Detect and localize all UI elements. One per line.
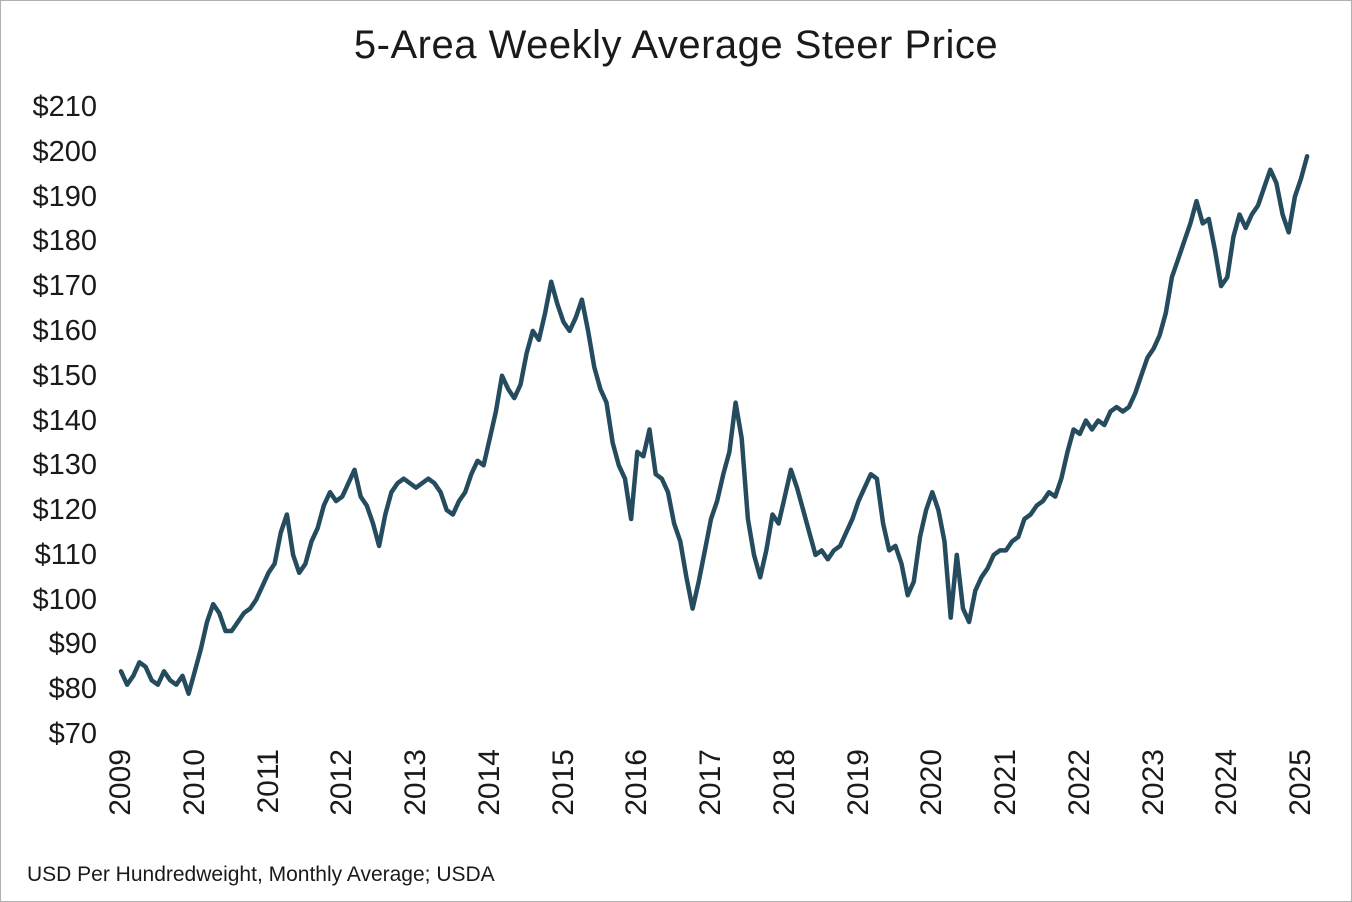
y-tick-label: $200 bbox=[32, 135, 97, 168]
y-tick-label: $180 bbox=[32, 225, 97, 258]
x-tick-label: 2019 bbox=[841, 749, 875, 816]
x-tick-label: 2018 bbox=[767, 749, 801, 816]
x-tick-label: 2013 bbox=[399, 749, 432, 816]
x-tick-label: 2010 bbox=[177, 749, 211, 816]
y-tick-label: $90 bbox=[48, 628, 97, 661]
y-tick-label: $160 bbox=[32, 314, 97, 347]
y-tick-label: $120 bbox=[32, 494, 97, 527]
y-tick-label: $80 bbox=[48, 673, 97, 706]
x-tick-label: 2015 bbox=[546, 749, 580, 816]
x-tick-label: 2025 bbox=[1284, 749, 1317, 816]
x-tick-label: 2020 bbox=[915, 749, 949, 816]
x-tick-label: 2011 bbox=[251, 749, 285, 814]
y-tick-label: $150 bbox=[32, 359, 97, 392]
x-tick-label: 2024 bbox=[1210, 749, 1244, 816]
source-note: USD Per Hundredweight, Monthly Average; … bbox=[27, 863, 495, 886]
y-tick-label: $210 bbox=[32, 91, 97, 123]
x-tick-label: 2016 bbox=[620, 749, 654, 816]
chart-title: 5-Area Weekly Average Steer Price bbox=[353, 23, 999, 67]
x-tick-label: 2009 bbox=[104, 749, 137, 816]
x-tick-label: 2012 bbox=[325, 749, 359, 816]
y-tick-label: $100 bbox=[32, 583, 97, 616]
y-tick-label: $110 bbox=[34, 538, 97, 571]
x-tick-label: 2017 bbox=[694, 749, 727, 816]
x-tick-label: 2022 bbox=[1062, 749, 1096, 816]
y-tick-label: $70 bbox=[48, 718, 97, 750]
x-tick-label: 2023 bbox=[1136, 749, 1170, 816]
y-tick-label: $170 bbox=[32, 270, 97, 303]
y-tick-label: $130 bbox=[32, 449, 97, 482]
y-tick-label: $140 bbox=[32, 404, 97, 437]
y-tick-label: $190 bbox=[32, 180, 97, 213]
x-tick-label: 2021 bbox=[989, 749, 1022, 816]
steer-price-line bbox=[118, 154, 1310, 696]
x-tick-label: 2014 bbox=[472, 749, 506, 816]
